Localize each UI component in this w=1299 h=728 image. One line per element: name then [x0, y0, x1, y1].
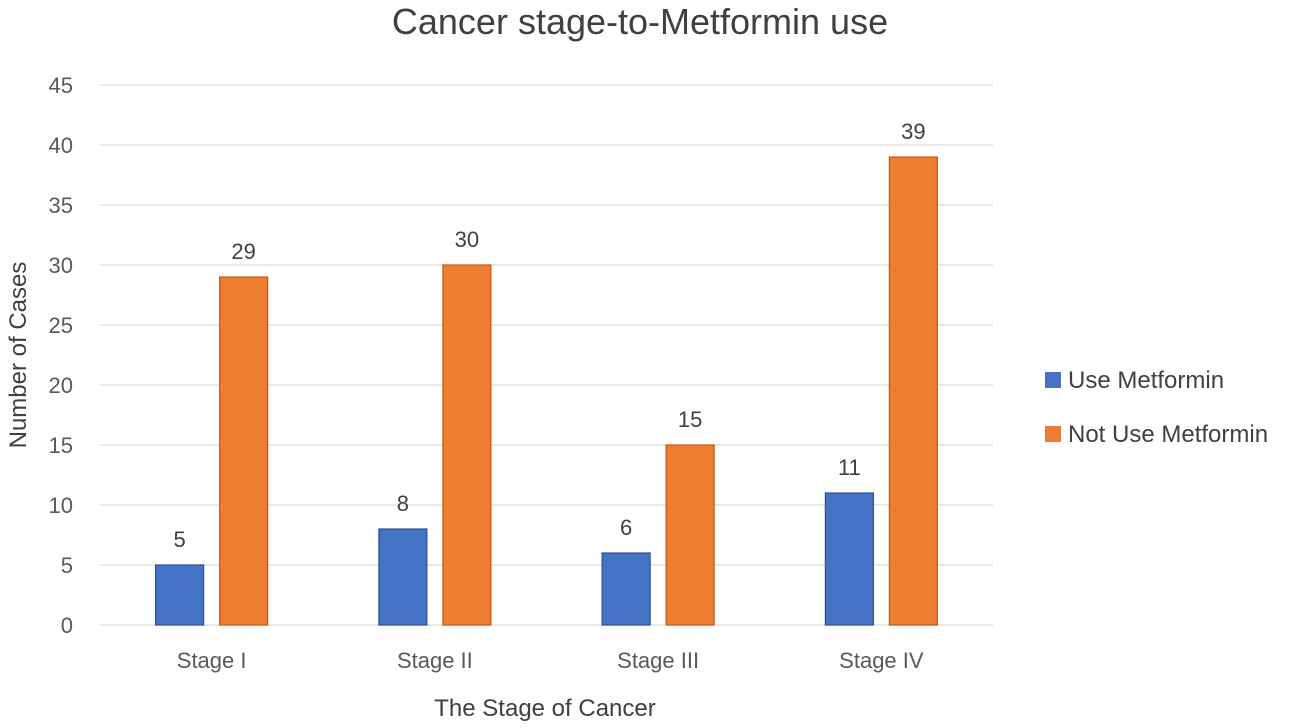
legend-label: Not Use Metformin — [1068, 421, 1268, 448]
y-tick-label: 10 — [49, 493, 73, 518]
bar — [601, 552, 651, 626]
data-label: 29 — [231, 239, 255, 264]
y-tick-label: 25 — [49, 313, 73, 338]
legend-swatch — [1045, 426, 1061, 442]
data-label: 30 — [455, 227, 479, 252]
bars — [155, 156, 938, 626]
bar — [665, 444, 715, 626]
bar — [219, 276, 269, 626]
y-axis-ticks: 0 5 10 15 20 25 30 35 40 45 — [49, 73, 73, 638]
data-label: 5 — [174, 527, 186, 552]
data-label: 8 — [397, 491, 409, 516]
legend-label: Use Metformin — [1068, 367, 1224, 394]
y-tick-label: 0 — [61, 613, 73, 638]
y-tick-label: 20 — [49, 373, 73, 398]
x-axis-label: The Stage of Cancer — [434, 695, 655, 722]
y-axis-label: Number of Cases — [5, 262, 32, 449]
legend-swatch — [1045, 372, 1061, 388]
bar — [442, 264, 492, 626]
x-tick-label: Stage II — [397, 648, 473, 673]
y-tick-label: 45 — [49, 73, 73, 98]
chart-title: Cancer stage-to-Metformin use — [392, 1, 888, 42]
y-tick-label: 15 — [49, 433, 73, 458]
y-tick-label: 35 — [49, 193, 73, 218]
bar — [824, 492, 874, 626]
x-tick-label: Stage IV — [839, 648, 924, 673]
legend: Use Metformin Not Use Metformin — [1045, 367, 1268, 448]
y-tick-label: 5 — [61, 553, 73, 578]
data-label: 15 — [678, 407, 702, 432]
data-label: 39 — [901, 119, 925, 144]
bar — [378, 528, 428, 626]
x-axis-ticks: Stage I Stage II Stage III Stage IV — [177, 648, 924, 673]
x-tick-label: Stage I — [177, 648, 247, 673]
bar — [888, 156, 938, 626]
y-tick-label: 30 — [49, 253, 73, 278]
data-label: 11 — [838, 455, 861, 480]
bar — [155, 564, 205, 626]
data-labels: 5 29 8 30 6 15 11 39 — [174, 119, 926, 552]
y-tick-label: 40 — [49, 133, 73, 158]
x-tick-label: Stage III — [617, 648, 699, 673]
data-label: 6 — [620, 515, 632, 540]
